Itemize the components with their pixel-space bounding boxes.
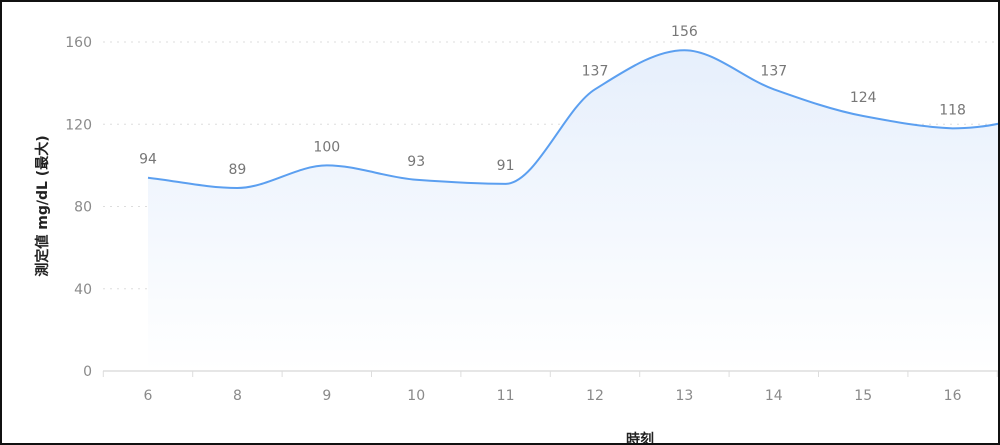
x-tick-label: 11 bbox=[497, 388, 515, 404]
y-tick-label: 160 bbox=[65, 35, 92, 51]
x-tick-label: 14 bbox=[765, 388, 783, 404]
x-tick-label: 16 bbox=[944, 388, 962, 404]
data-label: 89 bbox=[228, 162, 246, 178]
x-tick-label: 6 bbox=[144, 388, 153, 404]
area-fill bbox=[148, 50, 998, 371]
x-tick-label: 15 bbox=[854, 388, 872, 404]
data-label: 93 bbox=[407, 154, 425, 170]
data-label: 94 bbox=[139, 152, 157, 168]
x-tick-label: 8 bbox=[233, 388, 242, 404]
y-tick-label: 80 bbox=[74, 200, 92, 216]
y-axis-title: 測定値 mg/dL (最大) bbox=[34, 135, 51, 276]
x-tick-label: 13 bbox=[675, 388, 693, 404]
x-axis-title: 時刻 bbox=[626, 431, 654, 445]
data-label: 124 bbox=[850, 90, 877, 106]
data-label: 118 bbox=[939, 102, 966, 118]
x-tick-label: 9 bbox=[322, 388, 331, 404]
series-line bbox=[147, 49, 998, 189]
data-label: 137 bbox=[760, 63, 787, 79]
data-label: 156 bbox=[671, 24, 698, 40]
x-tick-label: 12 bbox=[586, 388, 604, 404]
data-label: 91 bbox=[497, 158, 515, 174]
y-tick-label: 0 bbox=[83, 364, 92, 380]
x-tick-label: 10 bbox=[407, 388, 425, 404]
data-label: 100 bbox=[313, 139, 340, 155]
y-tick-label: 120 bbox=[65, 117, 92, 133]
data-label: 137 bbox=[582, 63, 609, 79]
y-tick-label: 40 bbox=[74, 282, 92, 298]
